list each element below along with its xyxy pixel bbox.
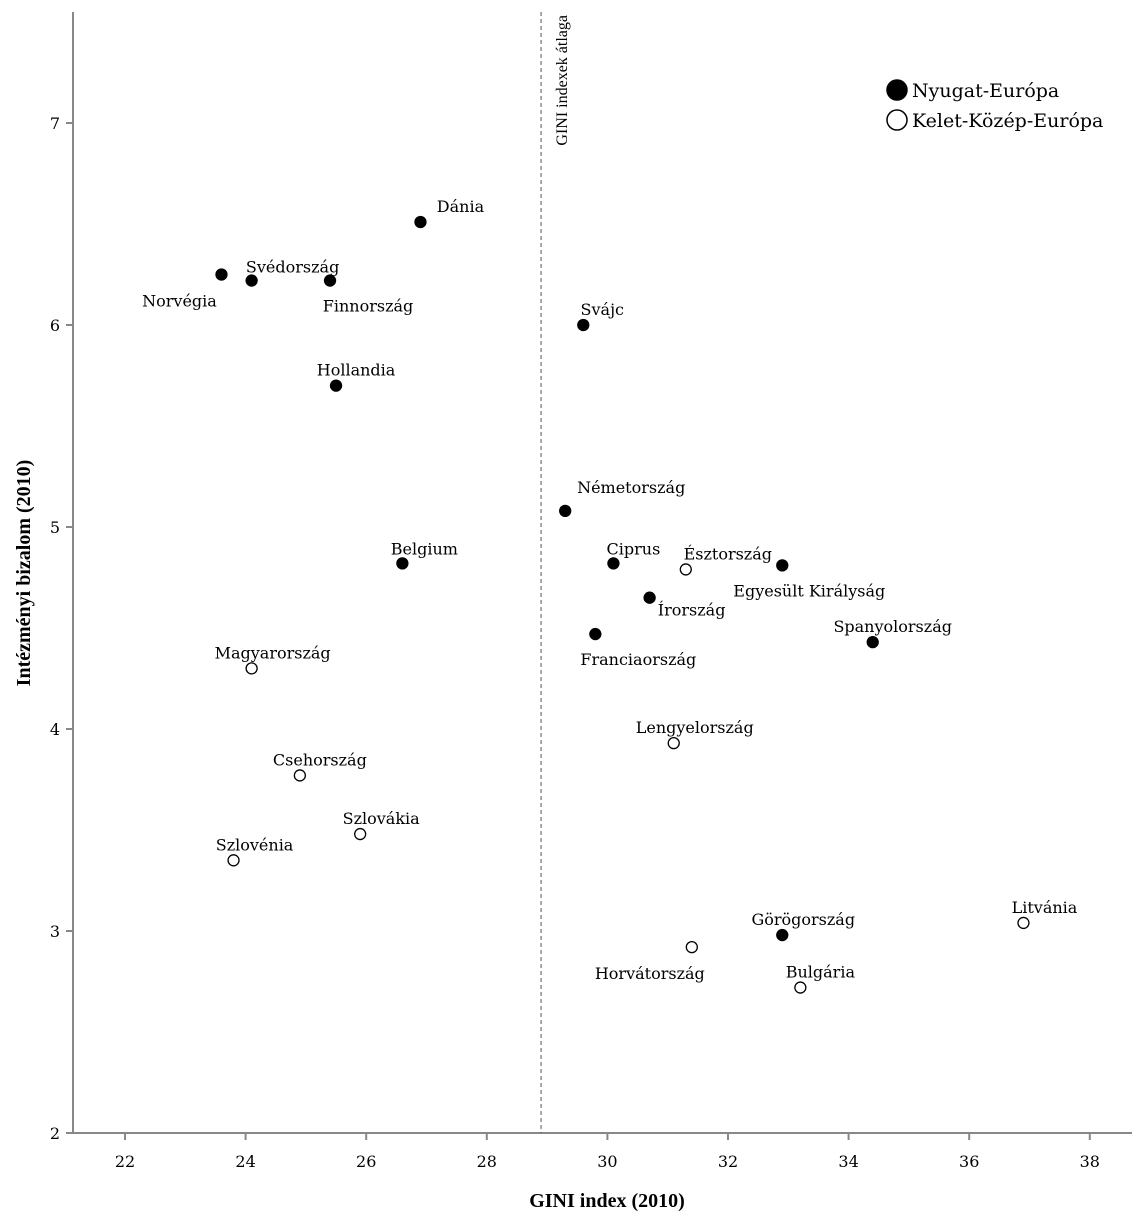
y-tick-label: 5	[50, 518, 60, 537]
y-tick-label: 3	[50, 922, 60, 941]
point-label: Belgium	[391, 539, 458, 558]
data-point-svédország	[245, 274, 258, 287]
x-tick-label: 32	[718, 1152, 738, 1171]
data-point-hollandia	[329, 379, 343, 392]
legend-label-central-eastern: Kelet-Közép-Európa	[912, 110, 1103, 132]
x-axis-title: GINI index (2010)	[529, 1190, 685, 1212]
point-label: Lengyelország	[636, 718, 754, 737]
point-label: Hollandia	[317, 361, 396, 380]
reference-line-label: GINI indexek átlaga	[554, 15, 571, 146]
x-tick-label: 36	[959, 1152, 979, 1171]
point-label: Írország	[658, 600, 726, 620]
data-point-norvégia	[215, 268, 228, 281]
x-tick-label: 24	[235, 1152, 255, 1171]
y-tick-label: 6	[50, 316, 60, 335]
x-tick-label: 34	[838, 1152, 858, 1171]
point-label: Svájc	[581, 300, 625, 319]
legend-marker-hollow	[886, 109, 908, 131]
y-ticks: 2 3 4 5 6 7	[50, 114, 73, 1143]
x-tick-label: 30	[597, 1152, 617, 1171]
point-label: Németország	[577, 478, 685, 497]
data-point-litvánia	[1017, 916, 1030, 930]
data-point-írország	[643, 591, 656, 604]
point-label: Ciprus	[607, 539, 661, 558]
data-points	[215, 215, 1030, 994]
legend: Nyugat-Európa Kelet-Közép-Európa	[886, 79, 1103, 132]
data-point-görögország	[776, 928, 789, 942]
x-tick-label: 26	[356, 1152, 376, 1171]
data-point-szlovákia	[354, 827, 367, 841]
x-ticks: 22 24 26 28 30 32 34 36 38	[115, 1133, 1100, 1171]
data-point-lengyelország	[667, 736, 680, 750]
data-point-finnország	[323, 274, 337, 287]
data-point-ciprus	[607, 557, 620, 570]
axes	[72, 12, 1132, 1134]
point-label: Szlovákia	[343, 809, 421, 828]
point-label: Bulgária	[786, 963, 856, 982]
x-tick-label: 28	[477, 1152, 497, 1171]
data-point-belgium	[396, 557, 409, 570]
point-label: Észtország	[684, 543, 772, 563]
data-point-dánia	[414, 215, 427, 229]
point-label: Magyarország	[215, 643, 331, 662]
data-point-magyarország	[245, 662, 258, 675]
data-point-svájc	[577, 318, 590, 332]
point-label: Egyesült Királyság	[733, 581, 885, 600]
point-label: Norvégia	[142, 292, 217, 311]
data-point-franciaország	[589, 627, 602, 641]
legend-marker-filled	[886, 79, 908, 101]
point-label: Csehország	[273, 750, 367, 769]
data-point-szlovénia	[227, 854, 240, 867]
data-point-észtország	[679, 563, 692, 576]
point-label: Horvátország	[595, 964, 705, 983]
reference-line: GINI indexek átlaga	[540, 12, 571, 1133]
data-point-bulgária	[794, 981, 807, 994]
point-label: Szlovénia	[216, 835, 294, 854]
point-label: Franciaország	[580, 650, 696, 669]
data-point-egyesült-királyság	[776, 559, 789, 572]
y-tick-label: 4	[50, 720, 60, 739]
point-label: Dánia	[437, 197, 485, 216]
x-tick-label: 38	[1080, 1152, 1100, 1171]
y-axis-title: Intézményi bizalom (2010)	[13, 460, 35, 687]
y-tick-label: 2	[50, 1124, 60, 1143]
x-tick-label: 22	[115, 1152, 135, 1171]
point-label: Litvánia	[1012, 898, 1078, 917]
point-label: Svédország	[246, 258, 339, 277]
data-point-németország	[559, 504, 572, 517]
y-tick-label: 7	[50, 114, 60, 133]
point-label: Görögország	[751, 910, 855, 929]
point-labels: Dánia Norvégia Svédország Finnország Svájc Ho…	[142, 197, 1078, 983]
data-point-csehország	[293, 769, 307, 782]
data-point-horvátország	[685, 941, 698, 954]
legend-label-western: Nyugat-Európa	[912, 80, 1059, 102]
point-label: Finnország	[323, 297, 414, 316]
point-label: Spanyolország	[833, 617, 952, 636]
data-point-spanyolország	[866, 635, 879, 649]
